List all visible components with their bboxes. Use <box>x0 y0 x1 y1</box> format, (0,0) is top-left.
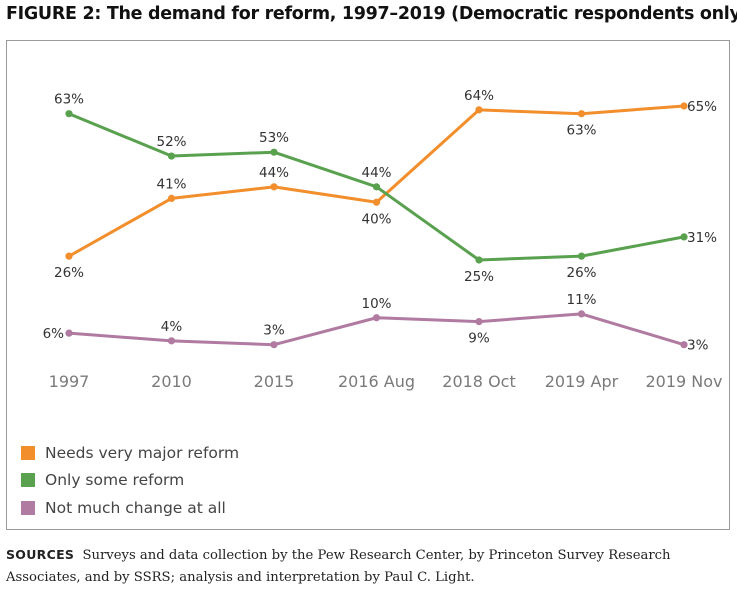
data-label-needs-very-major-reform: 40% <box>361 211 391 227</box>
data-label-only-some-reform: 53% <box>259 130 289 146</box>
data-label-needs-very-major-reform: 63% <box>566 123 596 139</box>
data-label-needs-very-major-reform: 44% <box>259 165 289 181</box>
data-label-needs-very-major-reform: 26% <box>54 265 84 281</box>
legend-item: Not much change at all <box>21 494 239 522</box>
data-point-not-much-change-at-all <box>270 341 278 349</box>
data-point-needs-very-major-reform <box>372 198 381 206</box>
data-label-not-much-change-at-all: 6% <box>43 326 65 342</box>
data-label-needs-very-major-reform: 65% <box>687 99 717 115</box>
x-tick-label: 2019 Apr <box>545 372 619 391</box>
data-point-only-some-reform <box>577 252 586 260</box>
data-point-needs-very-major-reform <box>270 183 278 191</box>
data-point-needs-very-major-reform <box>577 110 586 118</box>
data-label-only-some-reform: 44% <box>361 165 391 181</box>
data-label-only-some-reform: 63% <box>54 92 84 108</box>
data-point-not-much-change-at-all <box>680 341 688 349</box>
data-label-not-much-change-at-all: 3% <box>687 338 709 354</box>
data-point-only-some-reform <box>167 152 176 160</box>
x-tick-label: 1997 <box>49 372 90 391</box>
x-tick-label: 2018 Oct <box>442 372 515 391</box>
data-label-not-much-change-at-all: 3% <box>263 323 285 339</box>
data-label-only-some-reform: 26% <box>566 265 596 281</box>
chart-frame: 26% 41% 44% 40% 64% 63% 65% 63% 52% 53% 44% 25% 26% 3… <box>6 40 730 530</box>
data-point-not-much-change-at-all <box>475 318 483 326</box>
data-point-needs-very-major-reform <box>65 252 73 260</box>
x-tick-label: 2019 Nov <box>645 372 722 391</box>
x-tick-label: 2010 <box>151 372 192 391</box>
line-chart: 26% 41% 44% 40% 64% 63% 65% 63% 52% 53% 44% 25% 26% 3… <box>43 88 723 391</box>
legend-swatch <box>21 500 35 515</box>
data-point-only-some-reform <box>65 110 73 118</box>
x-tick-label: 2015 <box>254 372 295 391</box>
x-tick-label: 2016 Aug <box>338 372 415 391</box>
data-point-needs-very-major-reform <box>167 194 176 202</box>
data-label-only-some-reform: 52% <box>156 134 186 150</box>
figure-title: FIGURE 2: The demand for reform, 1997–20… <box>6 4 737 24</box>
data-point-not-much-change-at-all <box>167 337 176 345</box>
data-label-not-much-change-at-all: 9% <box>468 331 490 347</box>
data-label-only-some-reform: 31% <box>687 230 717 246</box>
legend-label: Needs very major reform <box>45 443 240 462</box>
sources-label: SOURCES <box>6 547 75 562</box>
data-point-not-much-change-at-all <box>65 329 73 337</box>
legend-item: Only some reform <box>21 467 239 495</box>
data-label-needs-very-major-reform: 41% <box>156 176 186 192</box>
legend-label: Not much change at all <box>45 498 226 517</box>
data-point-not-much-change-at-all <box>372 314 381 322</box>
legend-swatch <box>21 473 35 488</box>
data-point-only-some-reform <box>270 148 278 156</box>
data-point-not-much-change-at-all <box>577 310 586 318</box>
sources-note: SOURCES Surveys and data collection by t… <box>6 544 734 589</box>
data-point-only-some-reform <box>475 256 483 264</box>
data-point-needs-very-major-reform <box>680 102 688 110</box>
chart-legend: Needs very major reform Only some reform N… <box>21 439 239 522</box>
data-point-only-some-reform <box>372 183 381 191</box>
data-point-needs-very-major-reform <box>475 106 483 114</box>
legend-label: Only some reform <box>45 471 185 490</box>
data-label-only-some-reform: 25% <box>464 269 494 285</box>
data-label-not-much-change-at-all: 10% <box>361 296 391 312</box>
data-label-not-much-change-at-all: 11% <box>566 292 596 308</box>
legend-item: Needs very major reform <box>21 439 239 467</box>
data-label-needs-very-major-reform: 64% <box>464 88 494 104</box>
data-label-not-much-change-at-all: 4% <box>161 319 183 335</box>
sources-text: Surveys and data collection by the Pew R… <box>6 548 671 585</box>
legend-swatch <box>21 445 35 460</box>
data-point-only-some-reform <box>680 233 688 241</box>
